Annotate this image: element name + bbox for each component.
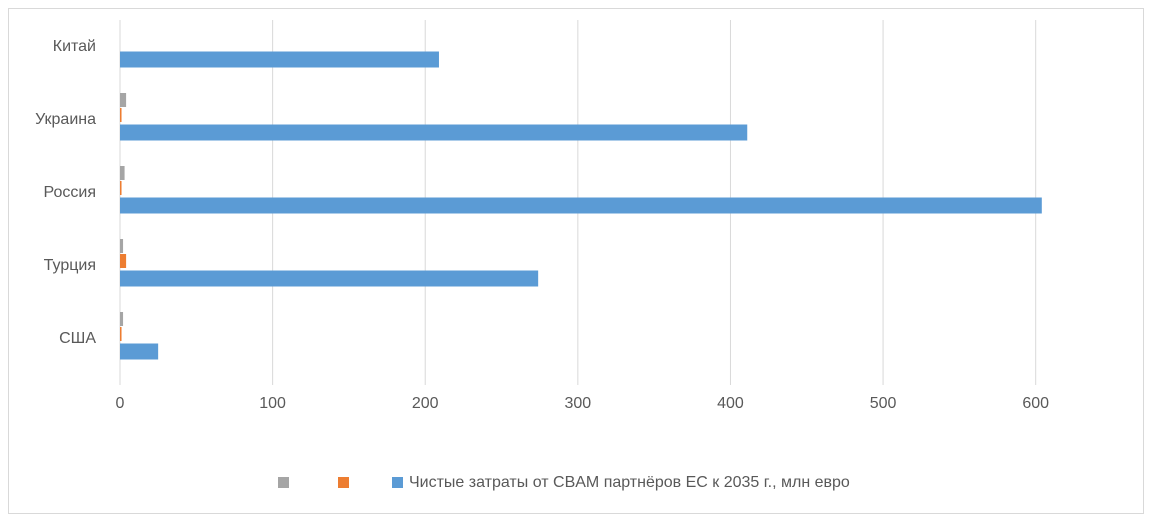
bar (120, 93, 127, 107)
bar (120, 239, 124, 253)
bar (120, 197, 1042, 214)
bar (120, 312, 124, 326)
legend-swatch (338, 477, 349, 488)
x-tick-label: 0 (116, 395, 125, 412)
x-tick-label: 500 (870, 395, 897, 412)
x-tick-label: 400 (717, 395, 744, 412)
x-tick-label: 300 (564, 395, 591, 412)
y-tick-label: США (59, 330, 96, 347)
y-tick-label: Украина (35, 111, 96, 128)
bar (120, 254, 127, 268)
legend-swatch (278, 477, 289, 488)
legend-swatch (392, 477, 403, 488)
bar (120, 343, 159, 360)
bar (120, 270, 539, 287)
bar (120, 166, 125, 180)
bar (120, 327, 122, 341)
x-tick-label: 600 (1022, 395, 1049, 412)
bar (120, 108, 122, 122)
chart-border (8, 8, 1144, 514)
bar (120, 181, 122, 195)
y-tick-label: Китай (53, 38, 96, 55)
x-tick-label: 200 (412, 395, 439, 412)
bar (120, 124, 748, 141)
bar (120, 51, 439, 68)
legend-label: Чистые затраты от CBAM партнёров ЕС к 20… (409, 474, 850, 491)
x-tick-label: 100 (259, 395, 286, 412)
y-tick-label: Россия (44, 184, 96, 201)
y-tick-label: Турция (44, 257, 96, 274)
